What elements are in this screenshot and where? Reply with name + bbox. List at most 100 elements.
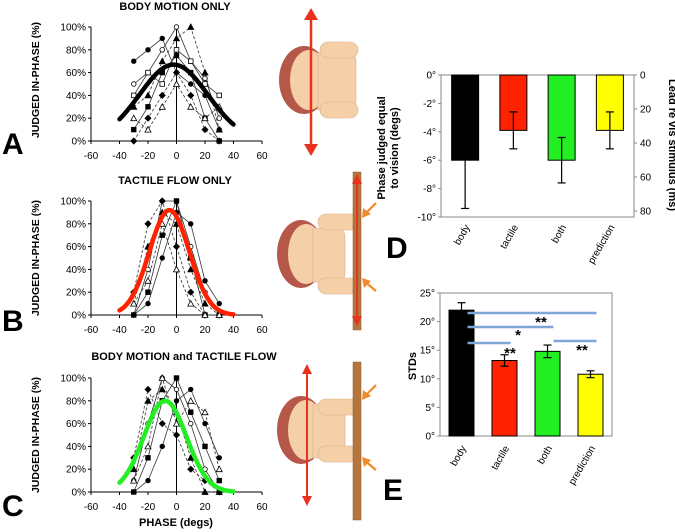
category-label-both: both — [550, 223, 569, 245]
arrow-up-icon — [352, 174, 362, 184]
panel-e-chart: 0° 5° 10° 15° 20° 25° body tactile both predicti… — [407, 289, 613, 487]
data-point — [145, 455, 151, 461]
bar-both — [534, 350, 561, 437]
data-point — [188, 409, 194, 415]
x-tick-label: -40 — [112, 325, 127, 336]
arrow-down-icon — [352, 316, 362, 326]
data-point — [215, 465, 223, 473]
data-point — [145, 69, 151, 76]
data-point — [188, 58, 194, 64]
data-point — [144, 114, 152, 122]
bar-tactile — [491, 359, 518, 437]
data-point — [144, 276, 152, 284]
y-tick-label: 40% — [66, 265, 86, 276]
y-tick-label: 0° — [425, 432, 435, 443]
x-tick-label: -20 — [141, 151, 156, 162]
significance-label: ** — [535, 314, 547, 331]
data-point — [131, 489, 137, 495]
y2-tick-label: 60 — [640, 173, 652, 184]
arrow-up-icon — [302, 364, 312, 374]
y-tick-label: -2° — [423, 99, 436, 110]
fit-curve-line — [117, 62, 236, 127]
data-point — [187, 396, 195, 404]
data-point — [173, 24, 180, 30]
data-point — [172, 80, 181, 87]
x-tick-label: -40 — [112, 502, 127, 513]
flow-arrowhead-icon — [362, 390, 371, 400]
x-tick-label: 0 — [174, 151, 180, 162]
y-tick-label: 60% — [66, 68, 86, 79]
y-tick-label: 80% — [66, 45, 86, 56]
data-point — [173, 69, 180, 76]
x-tick-label: 0 — [174, 325, 180, 336]
data-point — [130, 114, 138, 122]
panel-b-chart: TACTILE FLOW ONLY 0% 20% 40% 60% 80% 100% -60 -… — [30, 175, 268, 336]
data-point — [145, 477, 151, 484]
data-point — [159, 443, 165, 450]
shoulders-icon — [312, 227, 346, 283]
data-point — [130, 476, 138, 484]
panel-c-ylabel: JUDGED IN-PHASE (%) — [30, 377, 42, 493]
significance-label: ** — [504, 345, 516, 362]
flow-arrowhead-icon — [362, 208, 371, 218]
panel-letter-b: B — [2, 305, 24, 338]
data-point — [201, 114, 209, 122]
y-tick-label: 80% — [66, 396, 86, 407]
data-point — [158, 374, 166, 381]
x-tick-label: -60 — [84, 325, 99, 336]
plot-frame — [439, 292, 613, 437]
y-tick-label: 0% — [72, 488, 87, 499]
data-point — [172, 34, 181, 42]
y2-tick-label: 80 — [640, 207, 652, 218]
data-point — [145, 104, 151, 110]
panel-c-subject-lines — [130, 374, 223, 496]
y-tick-label: 20% — [66, 288, 86, 299]
y-tick-label: 0% — [72, 311, 87, 322]
data-point — [158, 197, 166, 205]
illustration-body-motion — [279, 8, 359, 156]
data-point — [144, 91, 152, 99]
fit-curve-line — [117, 398, 236, 494]
data-point — [216, 126, 222, 133]
data-point — [144, 385, 152, 393]
panel-d-y2label: Lead re vis stimulus (ms) — [666, 79, 675, 211]
data-point — [172, 419, 181, 427]
panel-a-subject-lines — [130, 23, 223, 145]
data-point — [187, 465, 195, 473]
panel-d-ylabel-line2: to vision (degs) — [389, 107, 401, 189]
data-point — [159, 232, 165, 238]
y2-tick-label: 0 — [640, 71, 646, 82]
data-point — [172, 431, 181, 439]
significance-label: ** — [576, 342, 588, 359]
category-label-prediction: prediction — [567, 444, 598, 487]
data-point — [187, 102, 195, 110]
data-point — [158, 385, 166, 393]
fit-curve-line — [117, 207, 236, 317]
data-point — [145, 300, 151, 307]
data-point — [215, 311, 223, 318]
data-point — [201, 311, 209, 318]
panel-c-fit-curve — [117, 398, 236, 494]
y-tick-label: 25° — [420, 289, 435, 300]
data-point — [187, 299, 195, 307]
x-tick-label: 40 — [228, 502, 240, 513]
panel-c-chart: BODY MOTION and TACTILE FLOW 0% 20% 40% 60%… — [30, 351, 277, 529]
data-point — [131, 126, 137, 133]
x-tick-label: 60 — [256, 151, 268, 162]
data-point — [173, 47, 180, 53]
y-tick-label: 10° — [420, 374, 435, 385]
x-tick-label: -40 — [112, 151, 127, 162]
data-point — [187, 23, 195, 30]
flow-arrowhead-icon — [362, 457, 371, 467]
shoulders-icon — [317, 51, 357, 111]
panel-letter-e: E — [383, 474, 403, 507]
x-tick-label: 60 — [256, 325, 268, 336]
data-point — [201, 299, 209, 307]
data-point — [173, 386, 180, 393]
y-tick-label: 60% — [66, 242, 86, 253]
y-tick-label: 20° — [420, 317, 435, 328]
panel-a-ylabel: JUDGED IN-PHASE (%) — [30, 22, 42, 138]
panel-d-axes: 0° -2° -4° -6° -8° -10° 0 20 40 60 80 — [418, 71, 652, 224]
arrow-up-icon — [304, 8, 318, 20]
arm-upper-icon — [319, 41, 359, 59]
